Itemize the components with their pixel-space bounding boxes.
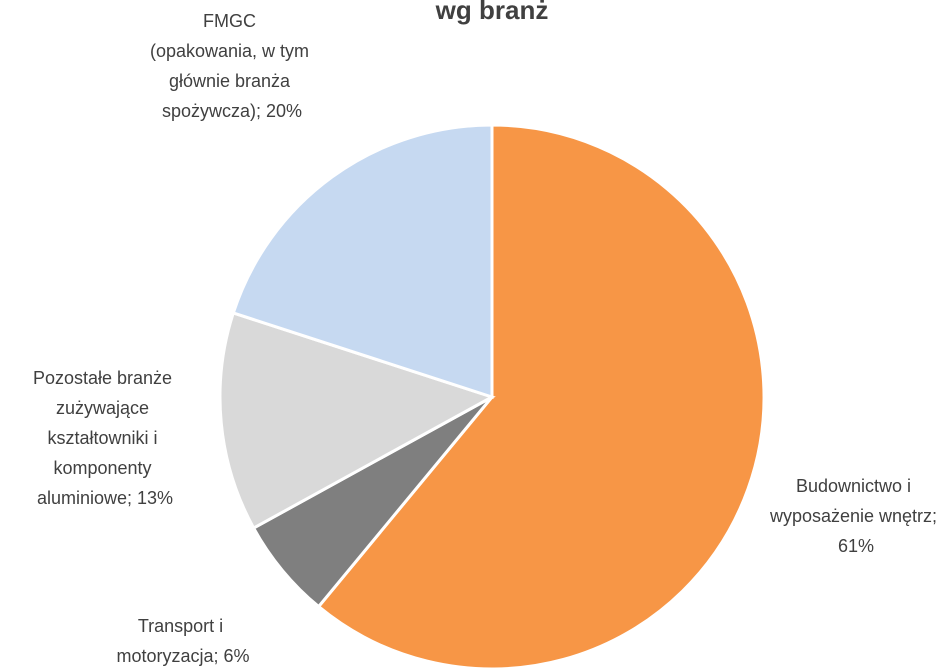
data-label: FMGC (opakowania, w tym głównie branża s… [150,11,314,121]
pie-slice [218,311,496,531]
chart-title: wg branż [435,0,549,25]
data-label: Budownictwo i wyposażenie wnętrz; 61% [769,476,939,556]
data-label: Transport i motoryzacja; 6% [116,616,249,666]
pie-slice [316,123,766,669]
data-label: Pozostałe branże zużywające kształtownik… [33,368,177,508]
pie-slice [231,123,494,400]
